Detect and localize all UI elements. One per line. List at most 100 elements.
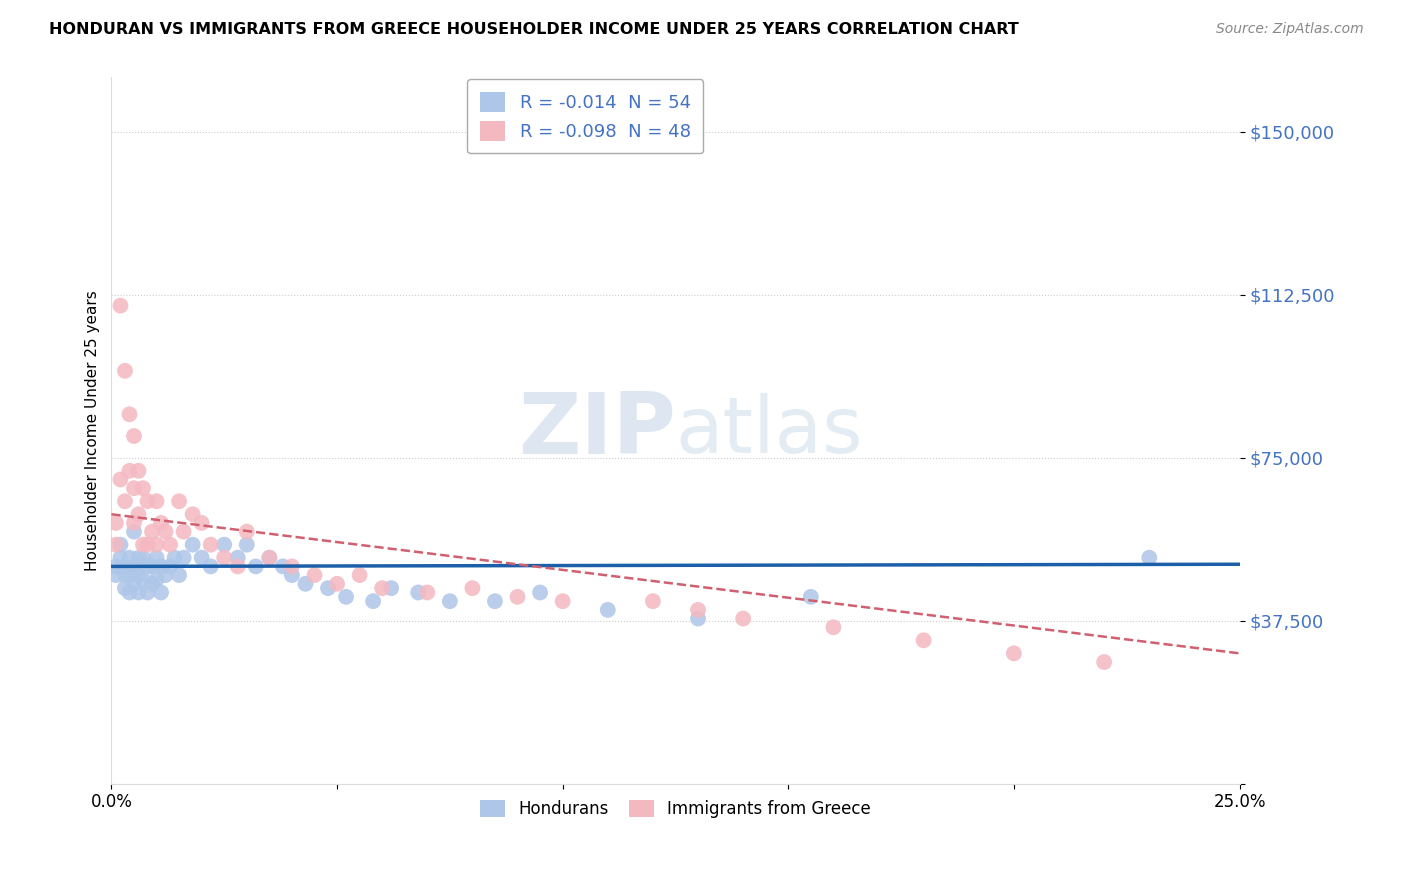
Point bbox=[212, 550, 235, 565]
Point bbox=[122, 516, 145, 530]
Point bbox=[200, 538, 222, 552]
Point bbox=[155, 568, 177, 582]
Point bbox=[226, 559, 249, 574]
Point bbox=[439, 594, 461, 608]
Point bbox=[136, 585, 159, 599]
Point bbox=[800, 590, 823, 604]
Point bbox=[281, 559, 304, 574]
Point bbox=[484, 594, 506, 608]
Point bbox=[118, 550, 141, 565]
Point bbox=[104, 559, 127, 574]
Point bbox=[294, 576, 316, 591]
Point bbox=[226, 550, 249, 565]
Point bbox=[167, 494, 190, 508]
Point bbox=[141, 524, 163, 539]
Point bbox=[236, 524, 259, 539]
Point bbox=[114, 568, 136, 582]
Point bbox=[1002, 646, 1025, 660]
Point bbox=[150, 516, 173, 530]
Point bbox=[416, 585, 439, 599]
Point bbox=[316, 581, 339, 595]
Point bbox=[259, 550, 281, 565]
Point bbox=[122, 559, 145, 574]
Point bbox=[245, 559, 267, 574]
Point bbox=[127, 508, 149, 522]
Point bbox=[163, 550, 186, 565]
Point bbox=[281, 568, 304, 582]
Point bbox=[686, 611, 709, 625]
Point bbox=[132, 481, 155, 495]
Point bbox=[136, 559, 159, 574]
Text: atlas: atlas bbox=[675, 392, 863, 468]
Point bbox=[132, 538, 155, 552]
Point bbox=[159, 538, 181, 552]
Point bbox=[118, 464, 141, 478]
Point bbox=[141, 576, 163, 591]
Point bbox=[127, 550, 149, 565]
Point bbox=[326, 576, 349, 591]
Point bbox=[371, 581, 394, 595]
Point bbox=[110, 473, 132, 487]
Point bbox=[118, 585, 141, 599]
Point bbox=[271, 559, 294, 574]
Point bbox=[173, 524, 195, 539]
Point bbox=[173, 550, 195, 565]
Point bbox=[118, 407, 141, 421]
Point bbox=[190, 516, 212, 530]
Point bbox=[122, 429, 145, 443]
Point bbox=[114, 494, 136, 508]
Point bbox=[406, 585, 429, 599]
Point bbox=[141, 559, 163, 574]
Point bbox=[155, 524, 177, 539]
Text: HONDURAN VS IMMIGRANTS FROM GREECE HOUSEHOLDER INCOME UNDER 25 YEARS CORRELATION: HONDURAN VS IMMIGRANTS FROM GREECE HOUSE… bbox=[49, 22, 1019, 37]
Point bbox=[145, 494, 167, 508]
Point bbox=[159, 559, 181, 574]
Point bbox=[506, 590, 529, 604]
Point bbox=[335, 590, 357, 604]
Point bbox=[181, 508, 204, 522]
Point bbox=[145, 550, 167, 565]
Point bbox=[259, 550, 281, 565]
Point bbox=[212, 538, 235, 552]
Point bbox=[136, 538, 159, 552]
Point bbox=[167, 568, 190, 582]
Point bbox=[200, 559, 222, 574]
Point bbox=[110, 299, 132, 313]
Point bbox=[122, 524, 145, 539]
Point bbox=[145, 538, 167, 552]
Point bbox=[136, 494, 159, 508]
Point bbox=[1092, 655, 1115, 669]
Point bbox=[127, 585, 149, 599]
Point bbox=[110, 550, 132, 565]
Point bbox=[236, 538, 259, 552]
Point bbox=[596, 603, 619, 617]
Point bbox=[104, 538, 127, 552]
Point bbox=[127, 464, 149, 478]
Text: ZIP: ZIP bbox=[517, 389, 675, 472]
Point bbox=[132, 550, 155, 565]
Point bbox=[551, 594, 574, 608]
Point bbox=[823, 620, 845, 634]
Point bbox=[122, 576, 145, 591]
Point bbox=[118, 568, 141, 582]
Point bbox=[145, 573, 167, 587]
Point bbox=[132, 573, 155, 587]
Y-axis label: Householder Income Under 25 years: Householder Income Under 25 years bbox=[86, 290, 100, 571]
Point bbox=[190, 550, 212, 565]
Legend: Hondurans, Immigrants from Greece: Hondurans, Immigrants from Greece bbox=[474, 793, 877, 825]
Point bbox=[912, 633, 935, 648]
Point bbox=[1137, 550, 1160, 565]
Point bbox=[380, 581, 402, 595]
Point bbox=[461, 581, 484, 595]
Point bbox=[361, 594, 384, 608]
Point bbox=[110, 538, 132, 552]
Point bbox=[641, 594, 664, 608]
Point bbox=[304, 568, 326, 582]
Point bbox=[114, 559, 136, 574]
Point bbox=[349, 568, 371, 582]
Point bbox=[181, 538, 204, 552]
Point bbox=[127, 568, 149, 582]
Point bbox=[150, 559, 173, 574]
Point bbox=[104, 568, 127, 582]
Point bbox=[686, 603, 709, 617]
